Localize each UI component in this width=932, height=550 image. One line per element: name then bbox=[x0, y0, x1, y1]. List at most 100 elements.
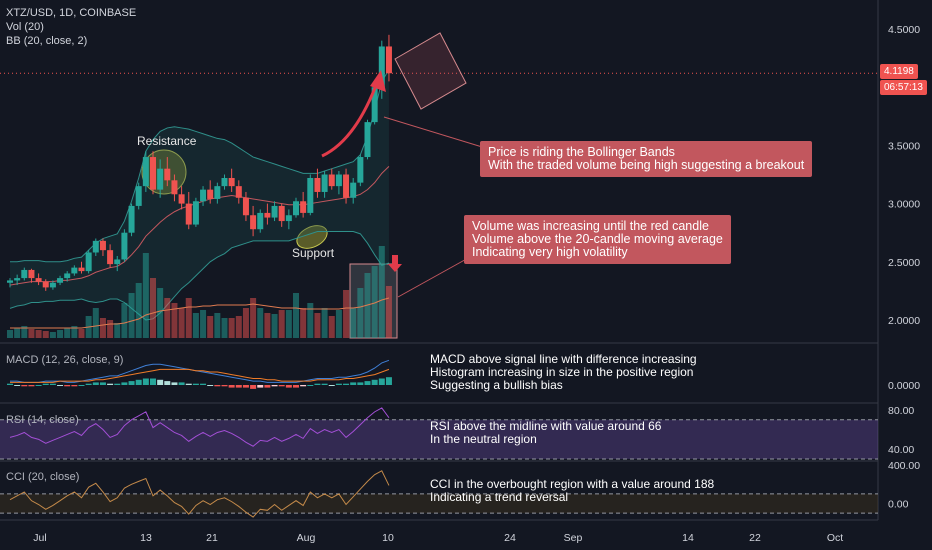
candle-body bbox=[300, 201, 307, 213]
volume-bar bbox=[171, 303, 178, 338]
candle-body bbox=[378, 46, 385, 88]
volume-ma-line bbox=[10, 297, 390, 329]
down-arrowhead bbox=[388, 264, 402, 272]
note-line: In the neutral region bbox=[430, 432, 537, 446]
bollinger-lower bbox=[9, 231, 390, 321]
candle-body bbox=[107, 250, 114, 265]
macd-label[interactable]: MACD (12, 26, close, 9) bbox=[6, 354, 124, 366]
macd-histogram-bar bbox=[257, 385, 264, 388]
macd-histogram-bar bbox=[71, 385, 78, 387]
time-tick-label: 14 bbox=[682, 532, 694, 544]
volume-bar bbox=[357, 288, 364, 338]
candle-body bbox=[42, 281, 49, 288]
macd-histogram-bar bbox=[142, 378, 149, 385]
macd-histogram-bar bbox=[242, 385, 249, 388]
candle-body bbox=[321, 174, 328, 192]
macd-histogram-bar bbox=[57, 385, 64, 386]
volume-bar bbox=[257, 308, 264, 338]
symbol-title[interactable]: XTZ/USD, 1D, COINBASE bbox=[6, 7, 137, 19]
macd-histogram-bar bbox=[300, 385, 307, 387]
volume-bar bbox=[7, 330, 13, 338]
time-tick-label: 21 bbox=[206, 532, 218, 544]
note-line: MACD above signal line with difference i… bbox=[430, 352, 697, 366]
chart-legend: XTZ/USD, 1D, COINBASE Vol (20) BB (20, c… bbox=[6, 6, 136, 48]
volume-bar bbox=[242, 308, 249, 338]
macd-histogram-bar bbox=[221, 385, 228, 387]
macd-histogram-bar bbox=[114, 383, 121, 385]
cci-label[interactable]: CCI (20, close) bbox=[6, 471, 80, 483]
volume-bar bbox=[21, 326, 28, 338]
note-line: RSI above the midline with value around … bbox=[430, 419, 662, 433]
price-tick-label: 4.5000 bbox=[888, 24, 920, 36]
candle-body bbox=[192, 201, 199, 225]
candle-body bbox=[99, 240, 106, 251]
macd-histogram-bar bbox=[192, 383, 199, 385]
rsi-pane bbox=[0, 407, 878, 460]
candle-body bbox=[164, 168, 171, 181]
macd-histogram-bar bbox=[335, 383, 342, 385]
macd-histogram-bar bbox=[371, 379, 378, 385]
callout-line: With the traded volume being high sugges… bbox=[488, 158, 805, 172]
callout-line: Price is riding the Bollinger Bands bbox=[488, 145, 675, 159]
volume-bar bbox=[378, 246, 385, 338]
macd-histogram-bar bbox=[157, 379, 164, 385]
volume-bar bbox=[35, 330, 42, 338]
down-arrow-shaft bbox=[392, 255, 398, 265]
price-tick-label: 3.0000 bbox=[888, 199, 920, 211]
signal-line bbox=[10, 368, 390, 383]
candle-body bbox=[207, 189, 214, 199]
candle-body bbox=[135, 186, 142, 206]
time-tick-label: 10 bbox=[382, 532, 394, 544]
macd-histogram-bar bbox=[185, 383, 192, 385]
macd-histogram-bar bbox=[171, 382, 178, 385]
macd-histogram-bar bbox=[150, 378, 156, 385]
volume-bar bbox=[157, 288, 164, 338]
macd-histogram-bar bbox=[350, 382, 357, 385]
volume-bar bbox=[107, 320, 114, 338]
macd-histogram-bar bbox=[293, 385, 299, 388]
volume-bar bbox=[164, 298, 171, 338]
macd-histogram-bar bbox=[271, 385, 278, 387]
note-line: CCI in the overbought region with a valu… bbox=[430, 477, 715, 491]
macd-note: MACD above signal line with difference i… bbox=[430, 353, 697, 392]
volume-bar bbox=[28, 329, 35, 338]
candle-body bbox=[357, 157, 364, 183]
annotation-arrows bbox=[321, 70, 493, 298]
time-tick-label: 22 bbox=[749, 532, 761, 544]
macd-histogram-bar bbox=[85, 383, 92, 385]
candle-body bbox=[285, 215, 292, 222]
volume-bar bbox=[128, 293, 135, 338]
candle-body bbox=[307, 177, 314, 213]
rsi-tick-label: 40.00 bbox=[888, 444, 914, 456]
volume-bar bbox=[314, 313, 321, 338]
volume-bar bbox=[228, 318, 235, 338]
bollinger-legend[interactable]: BB (20, close, 2) bbox=[6, 35, 88, 47]
candle-body bbox=[364, 122, 371, 158]
volume-bar bbox=[235, 316, 242, 338]
cci-pane bbox=[0, 470, 878, 518]
volume-bar bbox=[64, 328, 71, 338]
price-tick-label: 2.0000 bbox=[888, 315, 920, 327]
candlesticks[interactable] bbox=[7, 34, 392, 291]
candle-body bbox=[200, 189, 207, 202]
macd-histogram-bar bbox=[307, 385, 314, 386]
cci-line bbox=[9, 470, 390, 518]
candle-body bbox=[14, 278, 21, 281]
volume-callout: Volume was increasing until the red cand… bbox=[464, 215, 731, 264]
note-line: Histogram increasing in size in the posi… bbox=[430, 365, 694, 379]
candle-body bbox=[114, 259, 121, 265]
volume-bar bbox=[99, 318, 106, 338]
candle-body bbox=[178, 194, 185, 204]
candle-body bbox=[49, 282, 56, 288]
macd-histogram-bar bbox=[250, 385, 257, 389]
candle-body bbox=[121, 232, 128, 260]
volume-bar bbox=[71, 326, 78, 338]
candle-body bbox=[278, 205, 285, 222]
volume-bar bbox=[371, 266, 378, 338]
candle-body bbox=[235, 186, 242, 198]
rsi-label[interactable]: RSI (14, close) bbox=[6, 414, 79, 426]
volume-legend[interactable]: Vol (20) bbox=[6, 21, 44, 33]
volume-bar bbox=[328, 316, 335, 338]
macd-histogram-bar bbox=[314, 383, 321, 385]
